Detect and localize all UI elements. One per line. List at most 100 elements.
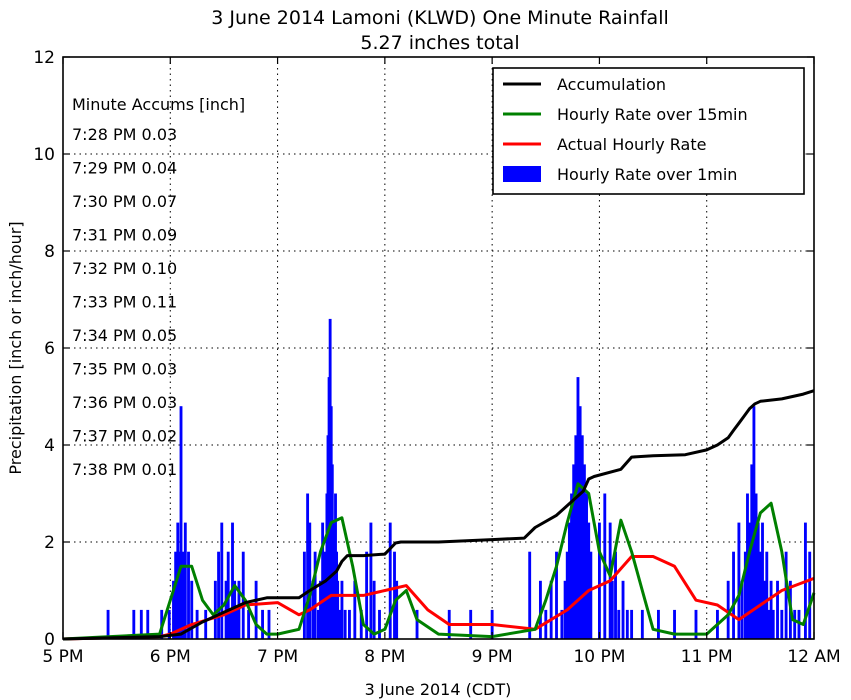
annotation-line: 7:32 PM 0.10 (72, 259, 177, 278)
rate-1min-bar (306, 493, 310, 639)
rate-1min-bar (106, 609, 110, 639)
rate-1min-bar (555, 551, 558, 639)
rate-1min-bar (582, 464, 586, 639)
rate-1min-bar (784, 551, 788, 639)
rate-1min-bar (220, 522, 224, 639)
rate-1min-bar (743, 551, 747, 639)
legend-label: Hourly Rate over 15min (557, 105, 748, 124)
rate-1min-bar (217, 551, 220, 639)
rate-1min-bar (172, 580, 175, 639)
rate-1min-bar (756, 522, 760, 639)
rate-1min-bar (754, 493, 758, 639)
rate-1min-bar (237, 580, 241, 639)
annotation-line: 7:36 PM 0.03 (72, 393, 177, 412)
y-tick-label: 6 (44, 339, 55, 359)
hourly-rate-15min-line (62, 482, 816, 641)
rate-1min-bar (617, 609, 621, 639)
rate-1min-bar (167, 609, 171, 639)
rate-1min-bar (750, 464, 754, 639)
rate-1min-bar (254, 580, 258, 639)
rate-1min-bar (340, 580, 344, 639)
rate-1min-bar (589, 551, 593, 639)
rate-1min-bar (393, 551, 396, 639)
accumulation-line (62, 389, 815, 641)
rate-1min-bar (614, 551, 617, 639)
rate-1min-bar (657, 609, 660, 639)
bar-series (106, 318, 812, 639)
rate-1min-bar (598, 522, 601, 639)
rate-1min-bar (359, 609, 363, 639)
rate-1min-bar (321, 522, 325, 639)
rate-1min-bar (213, 580, 217, 639)
rate-1min-bar (395, 580, 399, 639)
rate-1min-bar (139, 609, 143, 639)
rate-1min-bar (261, 609, 264, 639)
y-tick-label: 2 (44, 533, 55, 553)
rate-1min-bar (336, 580, 340, 639)
x-tick-label: 7 PM (257, 647, 298, 667)
annotation-line: 7:34 PM 0.05 (72, 326, 177, 345)
rate-1min-bar (231, 522, 234, 639)
annotation-line: 7:35 PM 0.03 (72, 360, 177, 379)
rate-1min-bar (560, 609, 564, 639)
y-axis-label: Precipitation [inch or inch/hour] (6, 221, 25, 474)
x-tick-label: 9 PM (472, 647, 513, 667)
annotation-line: 7:33 PM 0.11 (72, 293, 177, 312)
rate-1min-bar (190, 580, 194, 639)
rate-1min-bar (572, 464, 576, 639)
rate-1min-bar (372, 580, 376, 639)
rate-1min-bar (316, 609, 320, 639)
rate-1min-bar (580, 435, 584, 639)
y-tick-label: 10 (33, 145, 55, 165)
rate-1min-bar (348, 609, 351, 639)
rate-1min-bar (625, 609, 629, 639)
rate-1min-bar (767, 609, 771, 639)
legend: Accumulation Hourly Rate over 15min Actual… (492, 67, 805, 195)
rate-1min-bar (761, 522, 764, 639)
legend-label: Actual Hourly Rate (557, 135, 706, 154)
rate-1min-bar (204, 609, 208, 639)
rate-1min-bar (388, 522, 392, 639)
rate-1min-bar (183, 522, 187, 639)
rate-1min-bar (587, 522, 591, 639)
chart-title: 3 June 2014 Lamoni (KLWD) One Minute Rai… (211, 7, 669, 29)
rate-1min-bar (146, 609, 150, 639)
y-tick-label: 12 (33, 48, 55, 68)
rate-1min-bar (640, 609, 644, 639)
annotation-line: 7:30 PM 0.07 (72, 192, 177, 211)
rate-1min-bar (748, 522, 752, 639)
rate-1min-bar (771, 609, 775, 639)
line-series (62, 389, 816, 641)
rate-1min-bar (549, 580, 553, 639)
rate-1min-bar (378, 609, 381, 639)
rate-1min-bar (538, 580, 542, 639)
rate-1min-bar (319, 580, 322, 639)
annotation-line: 7:29 PM 0.04 (72, 159, 177, 178)
rate-1min-bar (565, 551, 569, 639)
rate-1min-bar (179, 406, 183, 639)
rate-1min-bar (567, 522, 571, 639)
axis-ticks: 5 PM 6 PM 7 PM 8 PM 9 PM 10 PM 11 PM 12 AM 0 2 4 6 8… (33, 48, 840, 667)
y-tick-label: 4 (44, 436, 55, 456)
rate-1min-bar (528, 551, 532, 639)
rate-1min-bar (187, 551, 190, 639)
y-tick-label: 8 (44, 242, 55, 262)
rate-1min-bar (313, 551, 317, 639)
rate-1min-bar (740, 580, 744, 639)
rate-1min-bar (369, 522, 373, 639)
rate-1min-bar (737, 522, 741, 639)
annotation-line: 7:31 PM 0.09 (72, 226, 177, 245)
rate-1min-bar (776, 580, 779, 639)
rate-1min-bar (610, 580, 614, 639)
x-tick-label: 10 PM (573, 647, 625, 667)
rate-1min-bar (726, 580, 730, 639)
x-tick-label: 5 PM (42, 647, 83, 667)
rate-1min-bar (323, 551, 327, 639)
rate-1min-bar (247, 609, 251, 639)
rate-1min-bar (585, 493, 588, 639)
legend-label: Hourly Rate over 1min (557, 165, 737, 184)
rate-1min-bar (132, 609, 136, 639)
rate-1min-bar (353, 580, 357, 639)
